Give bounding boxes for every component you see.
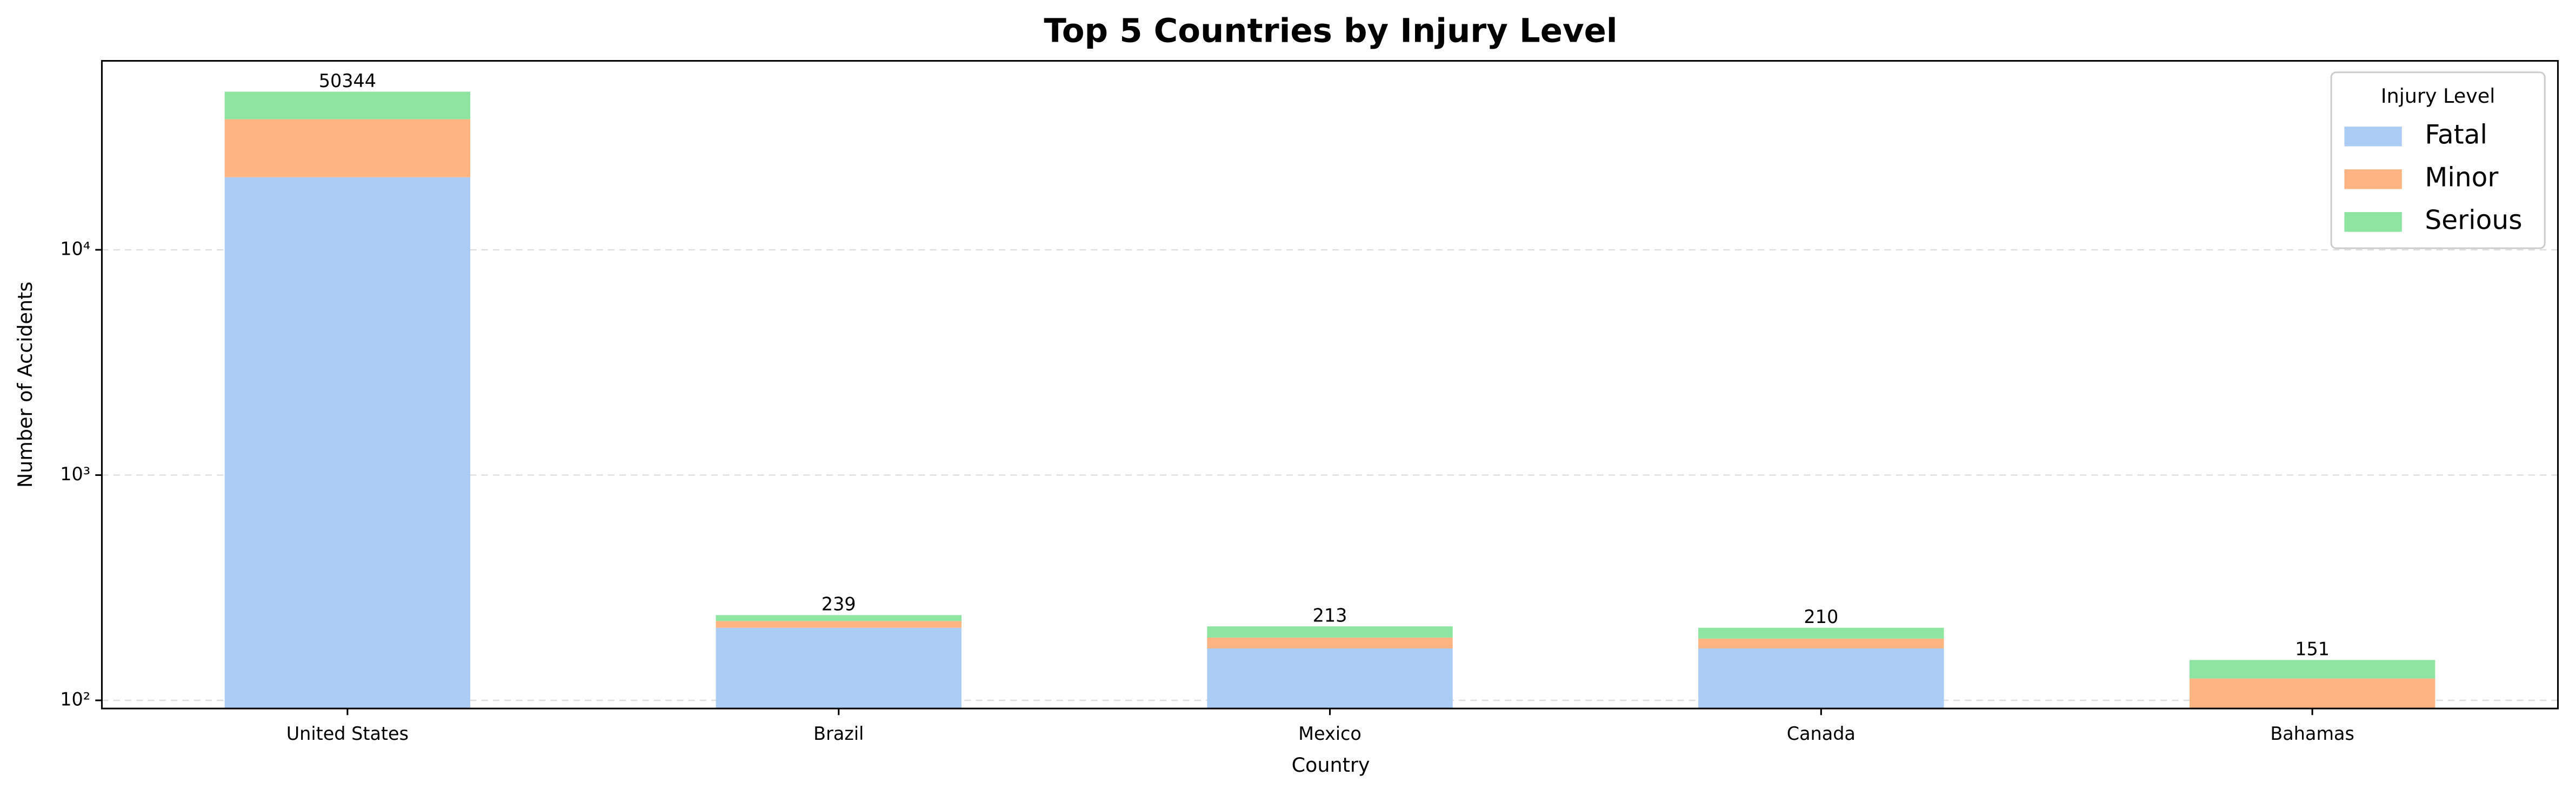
chart-title: Top 5 Countries by Injury Level [1044, 12, 1617, 50]
total-label: 151 [2295, 639, 2330, 660]
bar-segment [2189, 678, 2435, 709]
bar-segment [716, 621, 962, 628]
y-axis-label: Number of Accidents [14, 282, 37, 488]
legend-swatch [2344, 127, 2402, 147]
x-tick-label: Canada [1787, 723, 1856, 744]
bar-segment [1698, 648, 1944, 709]
y-tick-label: 10² [60, 688, 90, 710]
total-label: 50344 [319, 70, 376, 91]
bar-segment [224, 177, 471, 709]
y-tick-label: 10⁴ [60, 238, 90, 259]
x-tick-label: Bahamas [2270, 723, 2354, 744]
x-tick-label: United States [286, 723, 409, 744]
legend-swatch [2344, 212, 2402, 232]
total-label: 210 [1804, 606, 1838, 627]
legend-label: Serious [2425, 205, 2522, 235]
x-axis-label: Country [1292, 753, 1370, 777]
bar-segment [716, 615, 962, 621]
plot-frame [101, 59, 2559, 710]
x-tick-label: Mexico [1298, 723, 1362, 744]
total-label: 213 [1313, 605, 1347, 626]
y-tick-label: 10³ [60, 463, 90, 485]
legend: Injury Level Fatal Minor Serious [2330, 71, 2546, 249]
x-tick-label: Brazil [813, 723, 864, 744]
bar-segment [1207, 626, 1453, 638]
legend-title: Injury Level [2381, 84, 2495, 108]
bar-segment [1698, 627, 1944, 639]
bar-segment [1207, 637, 1453, 649]
legend-label: Fatal [2425, 120, 2487, 150]
legend-label: Minor [2425, 162, 2498, 193]
legend-swatch [2344, 169, 2402, 189]
bar-segment [2189, 660, 2435, 679]
bar-segment [716, 627, 962, 709]
bar-segment [224, 119, 471, 177]
bar-segment [1698, 638, 1944, 649]
bar-segment [1207, 648, 1453, 709]
total-label: 239 [822, 594, 856, 615]
legend-box [2330, 71, 2546, 249]
bar-segment [224, 91, 471, 120]
